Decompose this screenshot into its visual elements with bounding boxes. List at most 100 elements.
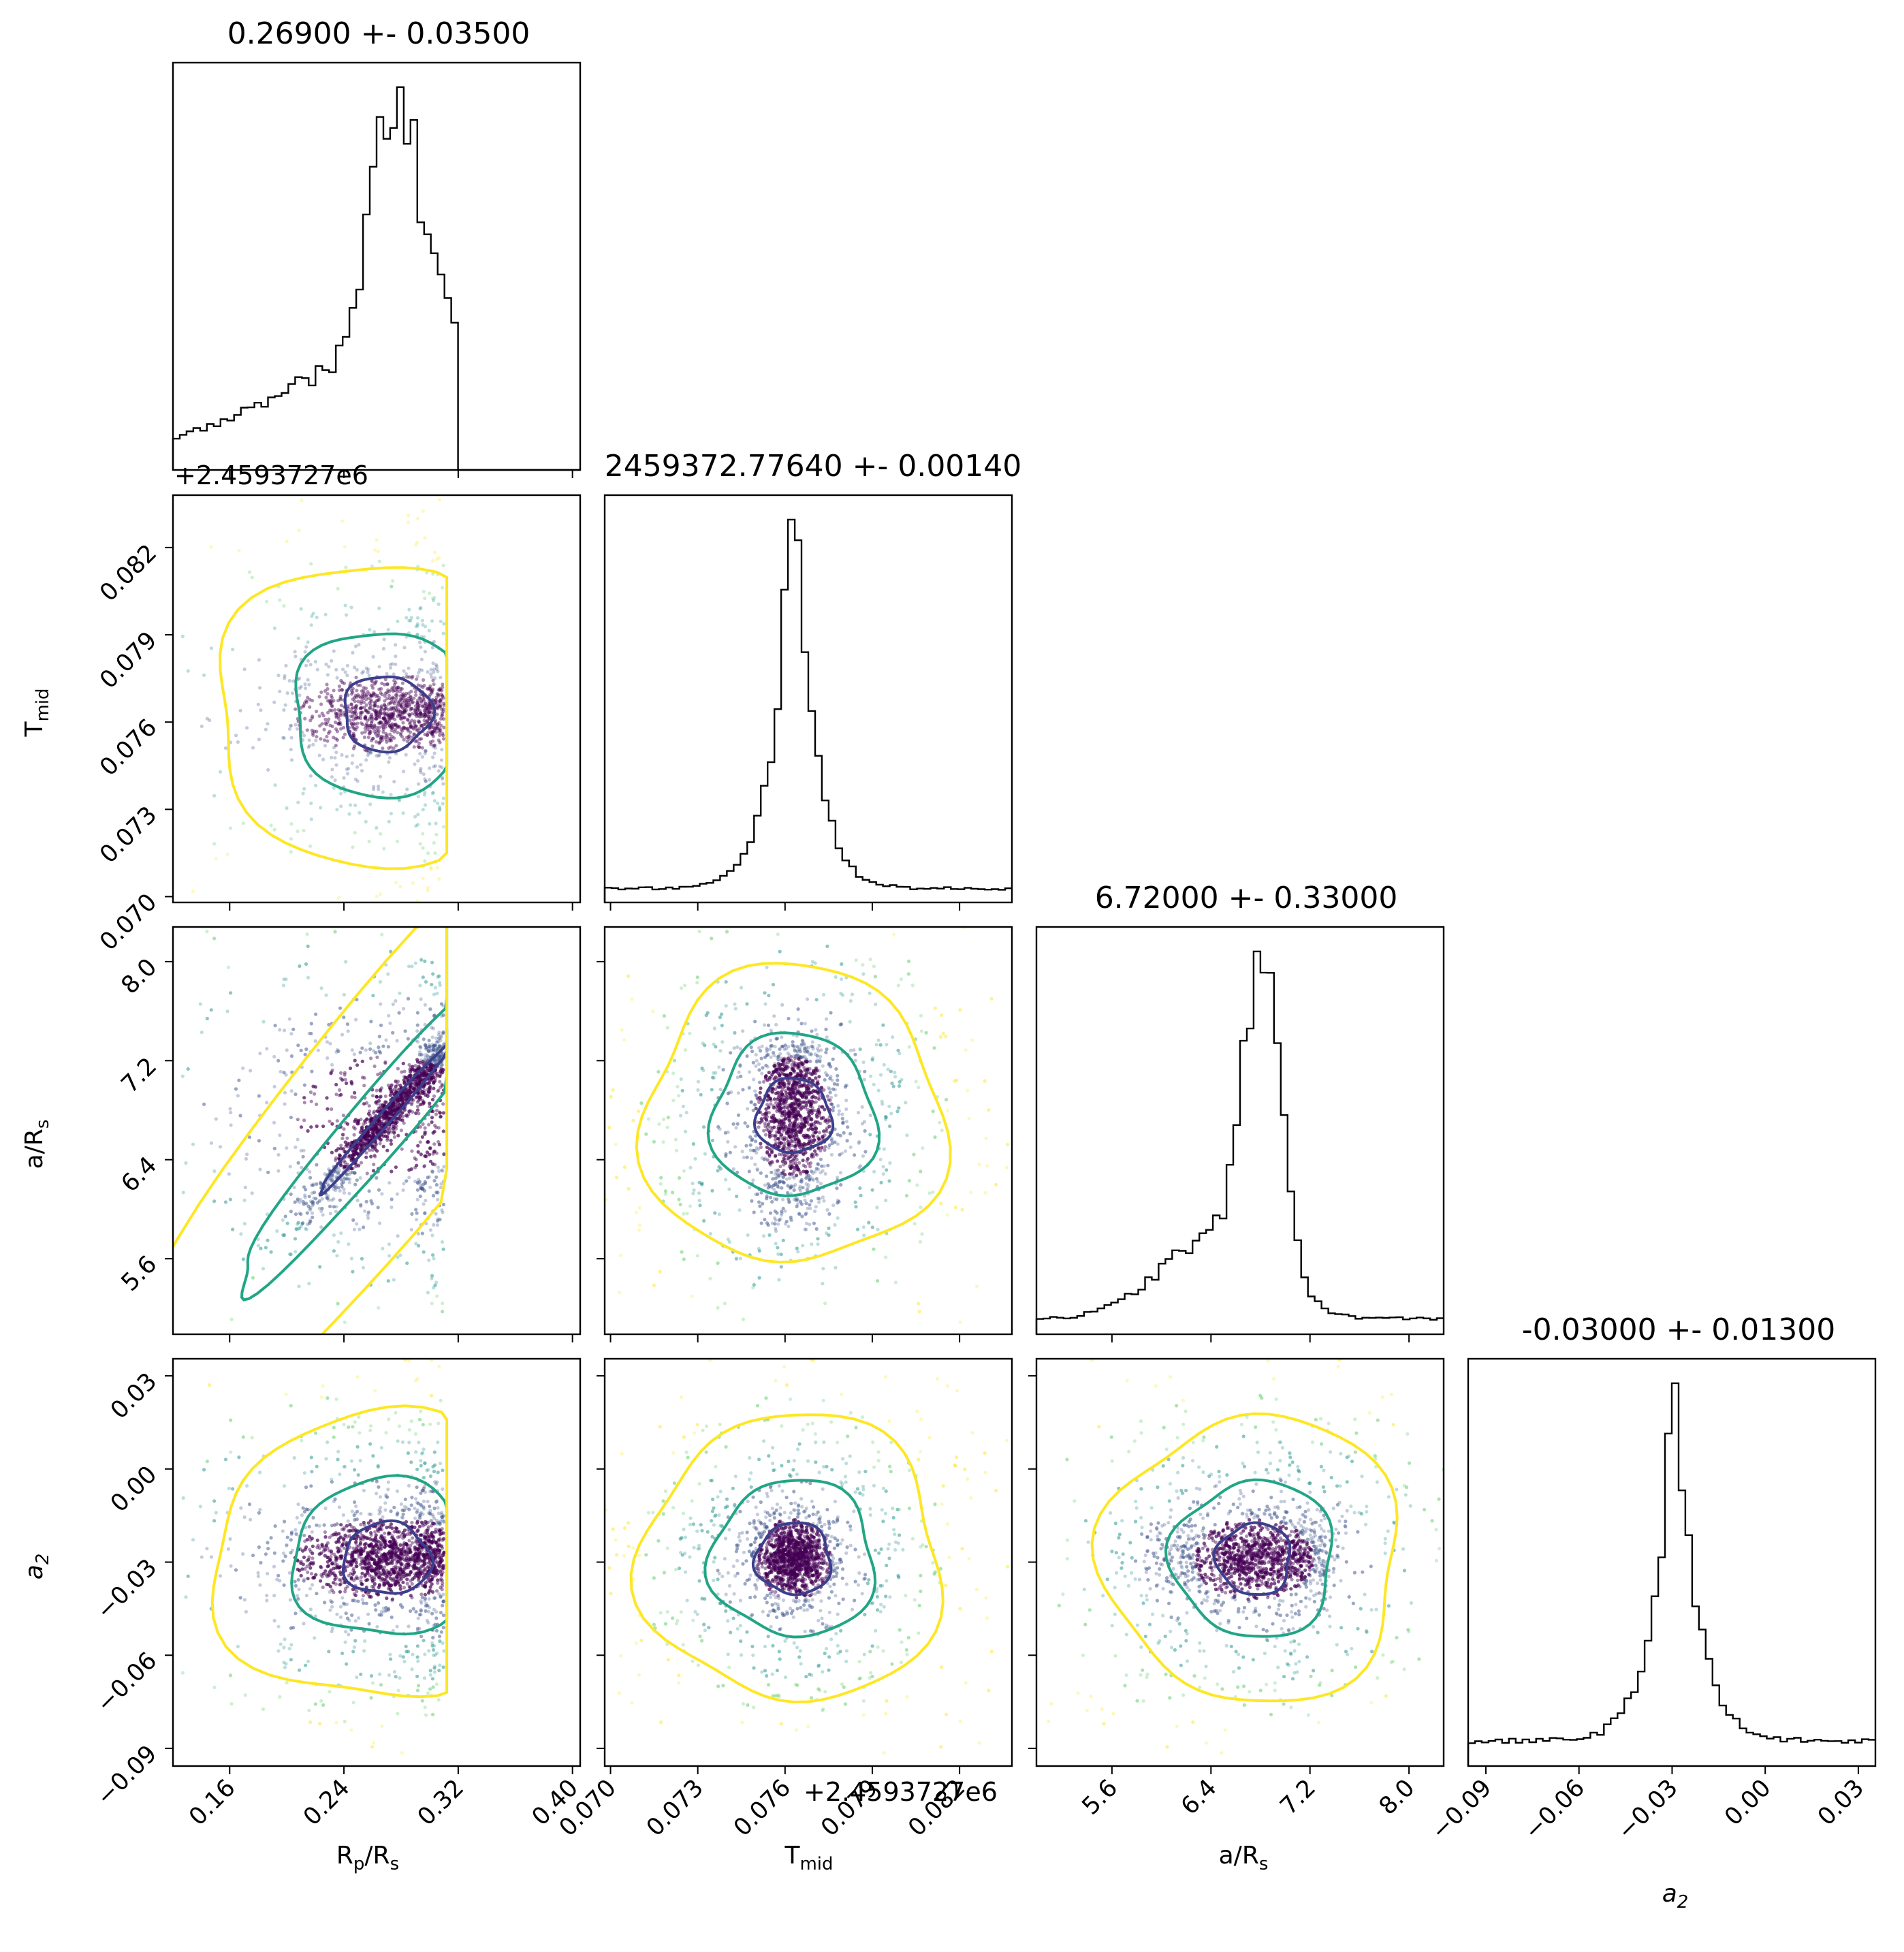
sample-point — [351, 1270, 355, 1274]
sample-point — [387, 1110, 391, 1114]
sample-point — [415, 698, 420, 702]
sample-point — [285, 539, 289, 544]
sample-point — [297, 1285, 301, 1289]
sample-point — [370, 1145, 375, 1149]
sample-point — [389, 738, 393, 742]
sample-point — [438, 1074, 442, 1078]
sample-point — [441, 713, 445, 717]
sample-point — [437, 1045, 442, 1049]
sample-point — [432, 1150, 437, 1154]
sample-point — [375, 1128, 379, 1132]
sample-point — [383, 723, 387, 727]
sample-point — [415, 712, 419, 716]
sample-point — [431, 972, 435, 976]
sample-point — [369, 1056, 373, 1060]
sample-point — [338, 1198, 342, 1202]
sample-point — [223, 1200, 228, 1204]
sample-point — [413, 690, 418, 694]
sample-point — [931, 1190, 935, 1194]
sample-point — [289, 1210, 293, 1214]
sample-point — [441, 631, 445, 635]
sample-point — [392, 729, 396, 734]
sample-point — [382, 847, 386, 851]
sample-point — [417, 704, 422, 708]
sample-point — [400, 735, 404, 739]
sample-point — [338, 1154, 342, 1158]
sample-point — [690, 1294, 694, 1298]
sample-point — [256, 1244, 260, 1248]
sample-point — [426, 714, 430, 719]
sample-point — [218, 1145, 223, 1149]
sample-point — [323, 721, 328, 725]
sample-point — [328, 1212, 332, 1216]
sample-point — [387, 1086, 392, 1090]
sample-point — [437, 693, 441, 697]
sample-point — [405, 787, 409, 791]
sample-point — [423, 1043, 428, 1047]
sample-point — [283, 1102, 287, 1106]
sample-point — [441, 1202, 446, 1207]
sample-point — [440, 707, 444, 712]
sample-point — [387, 1013, 391, 1018]
sample-point — [438, 981, 442, 985]
sample-point — [313, 1085, 317, 1089]
sample-point — [398, 733, 403, 737]
sample-point — [366, 1138, 370, 1142]
sample-point — [406, 996, 411, 1001]
sample-point — [243, 1185, 247, 1189]
sample-point — [351, 718, 355, 722]
sample-point — [440, 1082, 444, 1086]
sample-point — [343, 1077, 347, 1082]
sample-point — [360, 710, 364, 714]
sample-point — [360, 1128, 364, 1132]
sample-point — [392, 1124, 396, 1129]
sample-point — [418, 1075, 422, 1080]
sample-point — [332, 1249, 336, 1253]
sample-point — [359, 763, 363, 767]
sample-point — [358, 1130, 362, 1135]
sample-point — [354, 706, 358, 710]
sample-point — [214, 856, 218, 861]
sample-point — [432, 1129, 437, 1134]
sample-point — [372, 704, 377, 708]
sample-point — [353, 1119, 357, 1123]
sample-point — [398, 699, 402, 703]
sample-point — [378, 715, 382, 719]
sample-point — [360, 710, 364, 714]
sample-point — [410, 1086, 414, 1090]
sample-point — [436, 1218, 440, 1223]
sample-point — [375, 728, 379, 732]
sample-point — [383, 1060, 387, 1064]
sample-point — [308, 744, 312, 748]
sample-point — [340, 1184, 344, 1188]
sample-point — [729, 1090, 733, 1095]
sample-point — [428, 686, 432, 691]
sample-point — [226, 965, 230, 969]
sample-point — [355, 721, 360, 725]
sample-point — [385, 1138, 390, 1142]
sample-point — [353, 695, 357, 699]
sample-point — [305, 932, 309, 936]
sample-point — [419, 723, 424, 727]
sample-point — [410, 701, 414, 705]
sample-point — [279, 1069, 283, 1074]
sample-point — [308, 1199, 313, 1203]
sample-point — [304, 1047, 308, 1052]
sample-point — [365, 709, 369, 713]
sample-point — [328, 702, 332, 706]
sample-point — [328, 699, 332, 703]
sample-point — [282, 1028, 287, 1033]
sample-point — [430, 1063, 434, 1067]
sample-point — [422, 698, 426, 702]
sample-point — [374, 1142, 378, 1146]
sample-point — [893, 1071, 897, 1075]
sample-point — [306, 975, 311, 980]
sample-point — [337, 1153, 341, 1157]
sample-point — [434, 1043, 438, 1047]
sample-point — [683, 983, 687, 988]
sample-point — [441, 1069, 445, 1073]
sample-point — [329, 699, 333, 703]
sample-point — [426, 730, 430, 735]
sample-point — [335, 738, 339, 742]
